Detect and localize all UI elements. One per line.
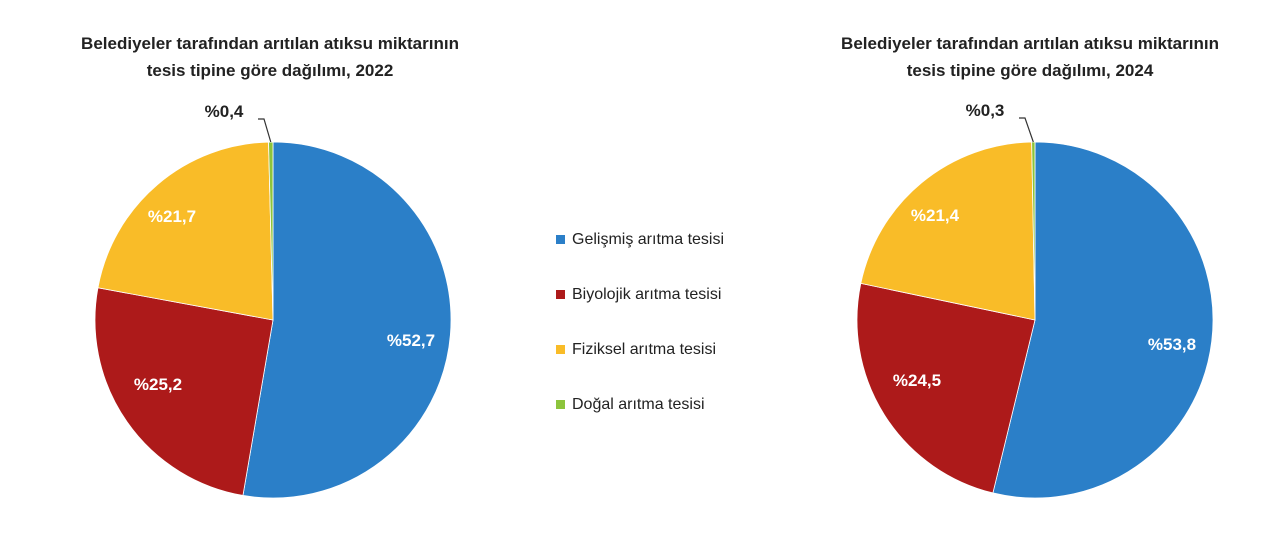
- data-label-dogal-1: %0,3: [966, 101, 1005, 120]
- pie-slice-dogal-1: [1031, 141, 1036, 321]
- legend-label: Gelişmiş arıtma tesisi: [572, 230, 725, 248]
- legend-label: Doğal arıtma tesisi: [572, 395, 705, 413]
- data-label-fiziksel-1: %21,4: [911, 206, 960, 225]
- legend: Gelişmiş arıtma tesisi Biyolojik arıtma …: [556, 212, 724, 432]
- data-label-fiziksel-0: %21,7: [148, 207, 196, 226]
- pie-slice-biyolojik-0: [94, 287, 274, 496]
- leader-line-1: [1019, 117, 1034, 143]
- pie-slice-gelismis-1: [992, 141, 1214, 499]
- data-label-gelismis-0: %52,7: [387, 331, 435, 350]
- legend-item-fiziksel: Fiziksel arıtma tesisi: [556, 322, 724, 377]
- legend-label: Biyolojik arıtma tesisi: [572, 285, 722, 303]
- legend-swatch: [556, 345, 565, 354]
- data-label-biyolojik-1: %24,5: [893, 371, 941, 390]
- legend-item-biyolojik: Biyolojik arıtma tesisi: [556, 267, 724, 322]
- legend-item-dogal: Doğal arıtma tesisi: [556, 377, 724, 432]
- legend-swatch: [556, 400, 565, 409]
- legend-item-gelismis: Gelişmiş arıtma tesisi: [556, 212, 724, 267]
- pie-slice-gelismis-0: [242, 141, 452, 499]
- legend-swatch: [556, 235, 565, 244]
- chart-title-2022: Belediyeler tarafından arıtılan atıksu m…: [81, 34, 459, 80]
- pie-slice-fiziksel-0: [97, 141, 274, 321]
- legend-swatch: [556, 290, 565, 299]
- data-label-dogal-0: %0,4: [205, 102, 244, 121]
- data-label-gelismis-1: %53,8: [1148, 335, 1196, 354]
- legend-label: Fiziksel arıtma tesisi: [572, 340, 717, 358]
- pie-slice-biyolojik-1: [856, 282, 1036, 494]
- data-label-biyolojik-0: %25,2: [134, 375, 182, 394]
- pie-slice-fiziksel-1: [860, 141, 1036, 321]
- chart-title-2024: Belediyeler tarafından arıtılan atıksu m…: [841, 34, 1219, 80]
- leader-line-0: [258, 118, 272, 143]
